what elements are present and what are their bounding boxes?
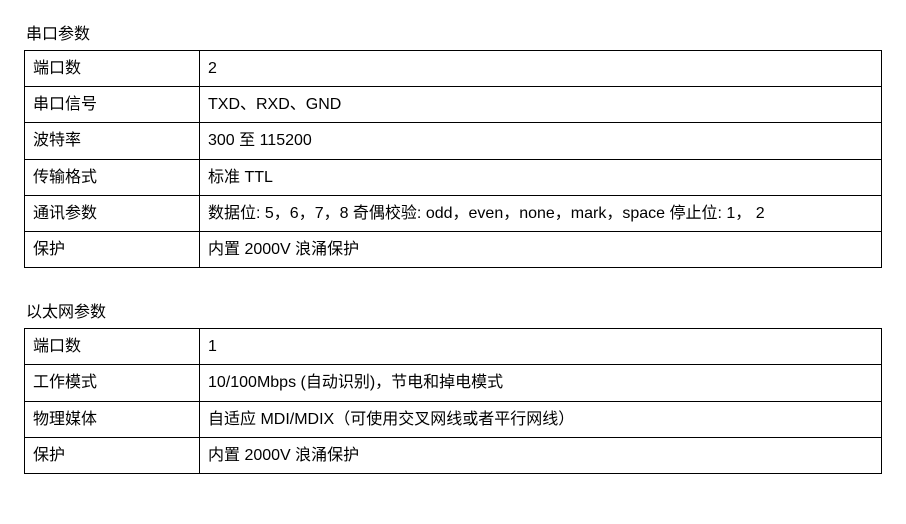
- table-row: 传输格式 标准 TTL: [25, 159, 882, 195]
- table-row: 工作模式 10/100Mbps (自动识别)，节电和掉电模式: [25, 365, 882, 401]
- row-value: 1: [200, 329, 882, 365]
- serial-params-title: 串口参数: [24, 20, 882, 44]
- row-label: 传输格式: [25, 159, 200, 195]
- row-value: 300 至 115200: [200, 123, 882, 159]
- table-row: 端口数 1: [25, 329, 882, 365]
- table-row: 物理媒体 自适应 MDI/MDIX（可使用交叉网线或者平行网线）: [25, 401, 882, 437]
- row-label: 通讯参数: [25, 195, 200, 231]
- row-label: 端口数: [25, 329, 200, 365]
- row-value: 数据位: 5，6，7，8 奇偶校验: odd，even，none，mark，sp…: [200, 195, 882, 231]
- row-value: 内置 2000V 浪涌保护: [200, 231, 882, 267]
- table-row: 保护 内置 2000V 浪涌保护: [25, 437, 882, 473]
- table-row: 保护 内置 2000V 浪涌保护: [25, 231, 882, 267]
- row-value: TXD、RXD、GND: [200, 87, 882, 123]
- row-label: 物理媒体: [25, 401, 200, 437]
- table-row: 串口信号 TXD、RXD、GND: [25, 87, 882, 123]
- ethernet-params-table: 端口数 1 工作模式 10/100Mbps (自动识别)，节电和掉电模式 物理媒…: [24, 328, 882, 474]
- serial-params-section: 串口参数 端口数 2 串口信号 TXD、RXD、GND 波特率 300 至 11…: [24, 20, 882, 268]
- row-label: 工作模式: [25, 365, 200, 401]
- row-label: 保护: [25, 437, 200, 473]
- table-row: 通讯参数 数据位: 5，6，7，8 奇偶校验: odd，even，none，ma…: [25, 195, 882, 231]
- row-value: 内置 2000V 浪涌保护: [200, 437, 882, 473]
- ethernet-params-title: 以太网参数: [24, 298, 882, 322]
- serial-params-table: 端口数 2 串口信号 TXD、RXD、GND 波特率 300 至 115200 …: [24, 50, 882, 268]
- row-value: 2: [200, 51, 882, 87]
- table-row: 端口数 2: [25, 51, 882, 87]
- row-label: 端口数: [25, 51, 200, 87]
- row-label: 保护: [25, 231, 200, 267]
- row-value: 10/100Mbps (自动识别)，节电和掉电模式: [200, 365, 882, 401]
- row-label: 串口信号: [25, 87, 200, 123]
- table-row: 波特率 300 至 115200: [25, 123, 882, 159]
- row-label: 波特率: [25, 123, 200, 159]
- row-value: 标准 TTL: [200, 159, 882, 195]
- row-value: 自适应 MDI/MDIX（可使用交叉网线或者平行网线）: [200, 401, 882, 437]
- ethernet-params-section: 以太网参数 端口数 1 工作模式 10/100Mbps (自动识别)，节电和掉电…: [24, 298, 882, 474]
